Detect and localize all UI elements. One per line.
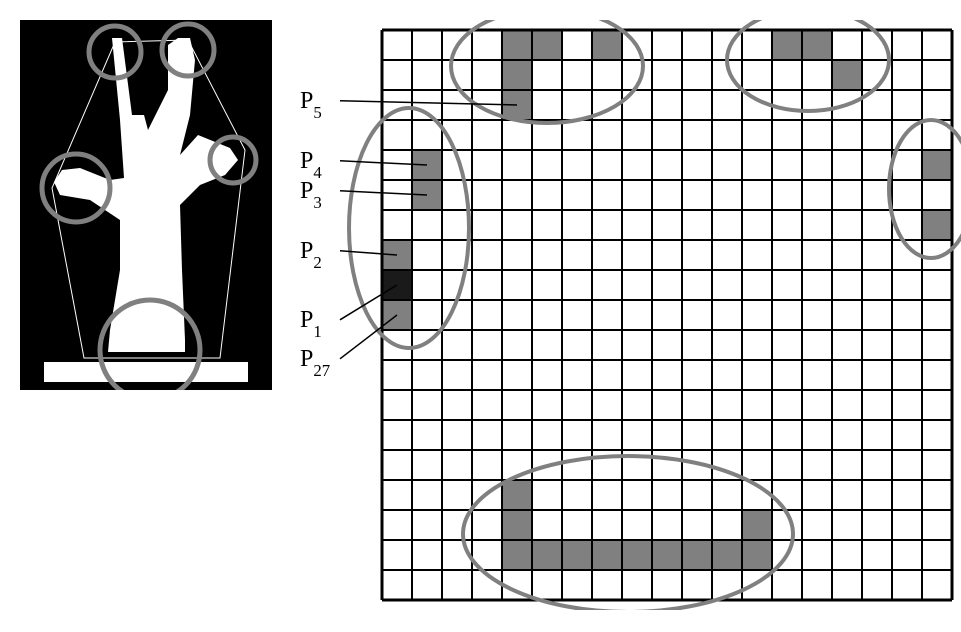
- grid-svg: P5 P4P3 P2 P1 P27: [292, 20, 961, 610]
- hand-svg: [20, 20, 272, 390]
- point-label: P1: [300, 307, 322, 341]
- figure-container: P5 P4P3 P2 P1 P27: [20, 20, 941, 610]
- point-label: P3: [300, 178, 322, 212]
- point-label: P4: [300, 148, 322, 182]
- point-label: P27: [300, 346, 330, 380]
- hand-silhouette-panel: [20, 20, 272, 390]
- grid-panel: P5 P4P3 P2 P1 P27: [292, 20, 961, 610]
- point-label: P2: [300, 238, 322, 272]
- point-label: P5: [300, 88, 322, 122]
